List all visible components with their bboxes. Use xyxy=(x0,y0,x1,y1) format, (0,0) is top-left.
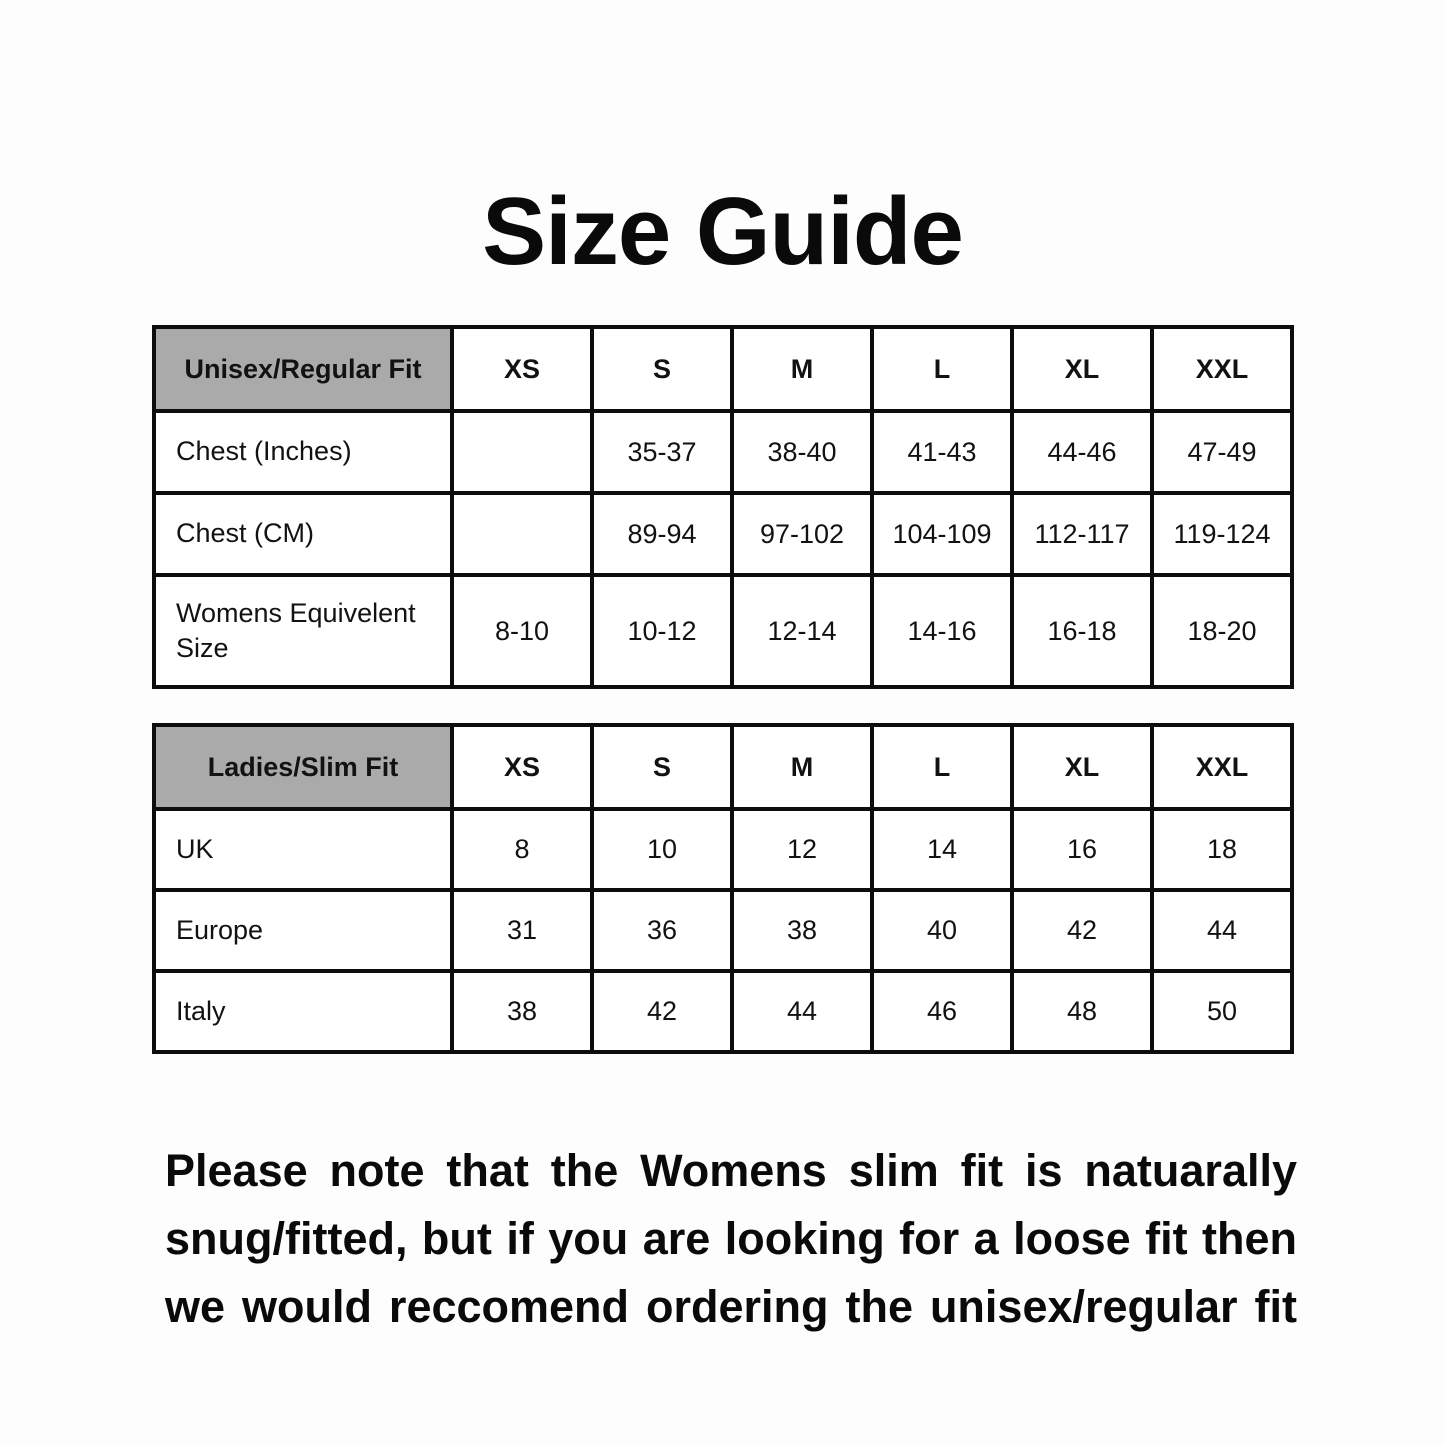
ladies-table-header: Ladies/Slim Fit XS S M L XL XXL xyxy=(152,723,1294,811)
cell-uk-xs: 8 xyxy=(450,807,594,892)
cell-chest-inches-xs xyxy=(450,409,594,495)
cell-uk-xxl: 18 xyxy=(1150,807,1294,892)
cell-europe-xl: 42 xyxy=(1010,888,1154,973)
table-row: Chest (CM) 89-94 97-102 104-109 112-117 … xyxy=(152,491,1294,577)
cell-chest-inches-s: 35-37 xyxy=(590,409,734,495)
cell-chest-inches-m: 38-40 xyxy=(730,409,874,495)
column-header-xxl: XXL xyxy=(1150,325,1294,413)
unisex-table-header: Unisex/Regular Fit XS S M L XL XXL xyxy=(152,325,1294,413)
column-header-l: L xyxy=(870,325,1014,413)
cell-italy-s: 42 xyxy=(590,969,734,1054)
unisex-regular-fit-table: Unisex/Regular Fit XS S M L XL XXL Chest… xyxy=(152,325,1294,689)
table-row: Chest (Inches) 35-37 38-40 41-43 44-46 4… xyxy=(152,409,1294,495)
cell-italy-l: 46 xyxy=(870,969,1014,1054)
cell-womens-equivalent-xs: 8-10 xyxy=(450,573,594,689)
row-label-womens-equivalent-size: Womens Equivelent Size xyxy=(152,573,454,689)
column-header-s: S xyxy=(590,325,734,413)
cell-womens-equivalent-xxl: 18-20 xyxy=(1150,573,1294,689)
column-header-xs: XS xyxy=(450,325,594,413)
cell-europe-l: 40 xyxy=(870,888,1014,973)
fit-note: Please note that the Womens slim fit is … xyxy=(165,1145,1297,1332)
cell-womens-equivalent-m: 12-14 xyxy=(730,573,874,689)
table-row: Italy 38 42 44 46 48 50 xyxy=(152,969,1294,1054)
column-header-xl: XL xyxy=(1010,325,1154,413)
table-header-row: Ladies/Slim Fit XS S M L XL XXL xyxy=(152,723,1294,811)
ladies-slim-fit-table: Ladies/Slim Fit XS S M L XL XXL UK 8 10 … xyxy=(152,723,1294,1054)
cell-europe-s: 36 xyxy=(590,888,734,973)
cell-womens-equivalent-xl: 16-18 xyxy=(1010,573,1154,689)
row-label-italy: Italy xyxy=(152,969,454,1054)
cell-chest-inches-l: 41-43 xyxy=(870,409,1014,495)
cell-uk-xl: 16 xyxy=(1010,807,1154,892)
column-header-xl: XL xyxy=(1010,723,1154,811)
cell-europe-xxl: 44 xyxy=(1150,888,1294,973)
unisex-table-body: Chest (Inches) 35-37 38-40 41-43 44-46 4… xyxy=(152,409,1294,689)
cell-uk-l: 14 xyxy=(870,807,1014,892)
ladies-table-body: UK 8 10 12 14 16 18 Europe 31 36 38 40 4… xyxy=(152,807,1294,1054)
cell-chest-inches-xxl: 47-49 xyxy=(1150,409,1294,495)
cell-uk-s: 10 xyxy=(590,807,734,892)
cell-chest-cm-s: 89-94 xyxy=(590,491,734,577)
cell-chest-inches-xl: 44-46 xyxy=(1010,409,1154,495)
page-title: Size Guide xyxy=(482,178,964,286)
cell-europe-xs: 31 xyxy=(450,888,594,973)
cell-chest-cm-xxl: 119-124 xyxy=(1150,491,1294,577)
row-label-chest-cm: Chest (CM) xyxy=(152,491,454,577)
cell-italy-m: 44 xyxy=(730,969,874,1054)
cell-europe-m: 38 xyxy=(730,888,874,973)
cell-chest-cm-l: 104-109 xyxy=(870,491,1014,577)
cell-chest-cm-xl: 112-117 xyxy=(1010,491,1154,577)
table-row: Europe 31 36 38 40 42 44 xyxy=(152,888,1294,973)
cell-italy-xl: 48 xyxy=(1010,969,1154,1054)
column-header-m: M xyxy=(730,325,874,413)
unisex-corner-header: Unisex/Regular Fit xyxy=(152,325,454,413)
table-row: UK 8 10 12 14 16 18 xyxy=(152,807,1294,892)
cell-uk-m: 12 xyxy=(730,807,874,892)
row-label-europe: Europe xyxy=(152,888,454,973)
column-header-xs: XS xyxy=(450,723,594,811)
cell-chest-cm-xs xyxy=(450,491,594,577)
column-header-m: M xyxy=(730,723,874,811)
cell-italy-xs: 38 xyxy=(450,969,594,1054)
cell-womens-equivalent-l: 14-16 xyxy=(870,573,1014,689)
cell-italy-xxl: 50 xyxy=(1150,969,1294,1054)
ladies-corner-header: Ladies/Slim Fit xyxy=(152,723,454,811)
column-header-s: S xyxy=(590,723,734,811)
row-label-uk: UK xyxy=(152,807,454,892)
table-row: Womens Equivelent Size 8-10 10-12 12-14 … xyxy=(152,573,1294,689)
row-label-chest-inches: Chest (Inches) xyxy=(152,409,454,495)
column-header-xxl: XXL xyxy=(1150,723,1294,811)
cell-womens-equivalent-s: 10-12 xyxy=(590,573,734,689)
cell-chest-cm-m: 97-102 xyxy=(730,491,874,577)
table-header-row: Unisex/Regular Fit XS S M L XL XXL xyxy=(152,325,1294,413)
column-header-l: L xyxy=(870,723,1014,811)
